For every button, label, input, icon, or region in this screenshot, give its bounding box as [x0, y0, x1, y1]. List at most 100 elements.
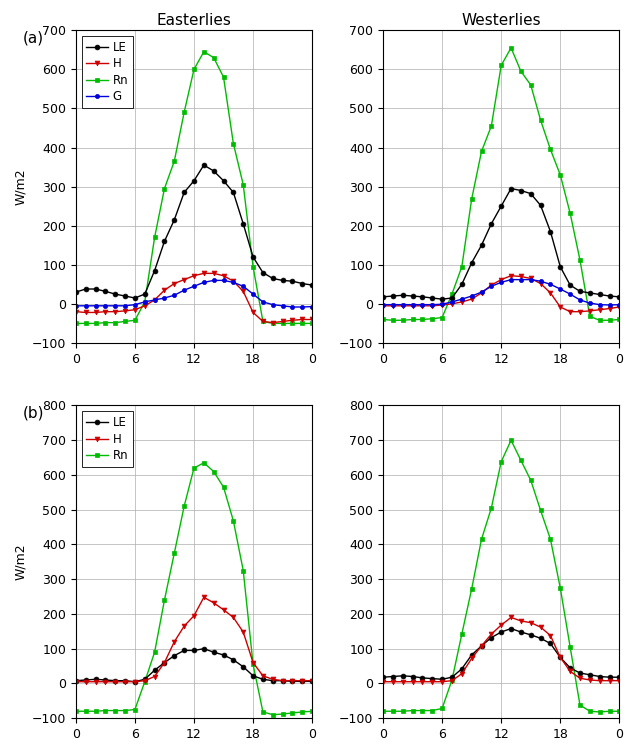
Rn	[605, 707, 613, 716]
H	[566, 307, 574, 316]
H	[229, 613, 237, 622]
Title: Easterlies: Easterlies	[157, 13, 231, 28]
Rn	[200, 458, 208, 467]
Rn	[448, 290, 456, 299]
H	[497, 275, 505, 284]
Rn	[269, 710, 277, 719]
H	[537, 623, 544, 632]
H	[566, 667, 574, 676]
Rn	[389, 707, 397, 716]
Rn	[82, 319, 90, 328]
Rn	[72, 319, 80, 328]
Rn	[458, 262, 466, 271]
Rn	[379, 707, 387, 716]
H	[259, 671, 267, 680]
G	[379, 300, 387, 309]
Rn	[308, 707, 316, 716]
G	[72, 302, 80, 311]
LE	[180, 188, 188, 197]
H	[576, 307, 584, 316]
Text: (b): (b)	[23, 405, 45, 420]
G	[616, 300, 623, 309]
H	[379, 677, 387, 686]
LE	[458, 280, 466, 289]
G	[151, 296, 159, 305]
LE	[92, 675, 99, 684]
LE	[616, 293, 623, 302]
LE	[576, 287, 584, 296]
LE	[161, 237, 168, 246]
Rn	[409, 706, 416, 715]
G	[131, 300, 138, 309]
H	[439, 677, 446, 686]
H	[468, 295, 475, 304]
H	[537, 279, 544, 288]
LE	[487, 219, 495, 228]
LE	[249, 253, 257, 262]
Rn	[566, 643, 574, 652]
LE	[399, 291, 406, 300]
Line: H: H	[380, 273, 622, 314]
Line: Rn: Rn	[73, 49, 315, 326]
Rn	[92, 707, 99, 716]
H	[308, 676, 316, 685]
Rn	[259, 317, 267, 326]
G	[171, 291, 178, 300]
H	[141, 302, 149, 311]
H	[557, 653, 564, 662]
LE	[389, 672, 397, 681]
LE	[468, 259, 475, 268]
Rn	[428, 706, 436, 715]
H	[200, 593, 208, 602]
Rn	[92, 319, 99, 328]
G	[576, 296, 584, 305]
LE	[171, 215, 178, 225]
Rn	[190, 65, 198, 74]
Line: LE: LE	[380, 626, 622, 682]
G	[82, 302, 90, 311]
H	[161, 286, 168, 295]
G	[418, 300, 426, 309]
G	[596, 300, 604, 309]
LE	[557, 653, 564, 662]
H	[151, 672, 159, 681]
Rn	[418, 315, 426, 324]
Rn	[468, 194, 475, 203]
LE	[279, 676, 286, 685]
H	[240, 627, 247, 637]
H	[616, 302, 623, 311]
Line: H: H	[73, 595, 315, 684]
Rn	[289, 319, 296, 328]
G	[566, 290, 574, 299]
H	[418, 677, 426, 686]
LE	[418, 674, 426, 683]
Rn	[279, 319, 286, 328]
G	[190, 282, 198, 291]
H	[72, 307, 80, 316]
Rn	[151, 233, 159, 242]
H	[72, 677, 80, 686]
LE	[210, 166, 217, 175]
H	[249, 658, 257, 667]
H	[190, 271, 198, 280]
H	[92, 677, 99, 686]
LE	[141, 290, 149, 299]
G	[269, 300, 277, 309]
Rn	[210, 467, 217, 476]
LE	[399, 671, 406, 680]
H	[507, 613, 515, 622]
LE	[111, 290, 119, 299]
H	[171, 279, 178, 288]
Rn	[586, 707, 593, 716]
H	[399, 302, 406, 311]
Rn	[478, 147, 485, 156]
Rn	[279, 709, 286, 718]
LE	[547, 639, 554, 648]
H	[527, 618, 535, 627]
Rn	[259, 708, 267, 717]
G	[497, 277, 505, 287]
LE	[82, 284, 90, 293]
Rn	[428, 314, 436, 324]
Rn	[180, 108, 188, 117]
H	[289, 316, 296, 325]
